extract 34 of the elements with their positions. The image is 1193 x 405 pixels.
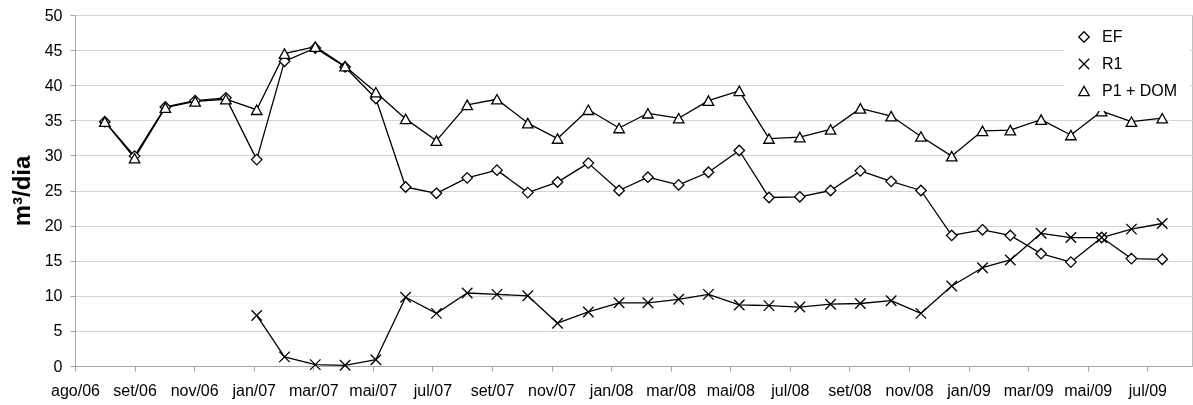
x-tick-label: mai/08 [706,381,755,399]
x-tick-label: mai/09 [1064,381,1113,399]
x-tick-label: jul/09 [1127,381,1168,399]
x-tick-label: jan/09 [946,381,991,399]
x-tick-label: jul/08 [770,381,810,399]
x-tick-label: set/08 [828,381,872,399]
y-tick-label: 30 [44,146,63,164]
x-tick-label: jul/07 [412,381,453,399]
x-tick-label: nov/07 [528,381,577,399]
x-tick-label: mar/08 [646,381,697,399]
y-tick-label: 10 [44,287,63,305]
x-tick-label: jan/07 [231,381,277,399]
x-tick-label: ago/06 [51,381,101,399]
y-tick-label: 25 [44,182,63,199]
y-tick-label: 35 [44,111,63,129]
y-tick-label: 15 [44,252,63,270]
y-tick-label: 5 [53,322,63,340]
y-tick-label: 20 [44,217,63,235]
legend-label: R1 [1102,55,1123,72]
x-tick-label: set/07 [470,381,515,399]
x-tick-label: jan/08 [588,381,634,399]
y-tick-label: 45 [44,41,63,59]
y-axis-title: m³/dia [7,155,35,227]
y-tick-label: 0 [53,357,63,375]
legend-label: EF [1102,28,1123,45]
x-tick-label: mar/07 [288,381,339,399]
x-tick-label: nov/08 [885,381,934,399]
x-tick-label: mai/07 [349,381,398,399]
x-tick-label: mar/09 [1003,381,1054,399]
x-tick-label: set/06 [113,381,157,399]
y-tick-label: 40 [44,76,63,94]
legend-label: P1 + DOM [1102,82,1178,99]
y-tick-label: 50 [44,6,63,24]
x-tick-label: nov/06 [170,381,219,399]
